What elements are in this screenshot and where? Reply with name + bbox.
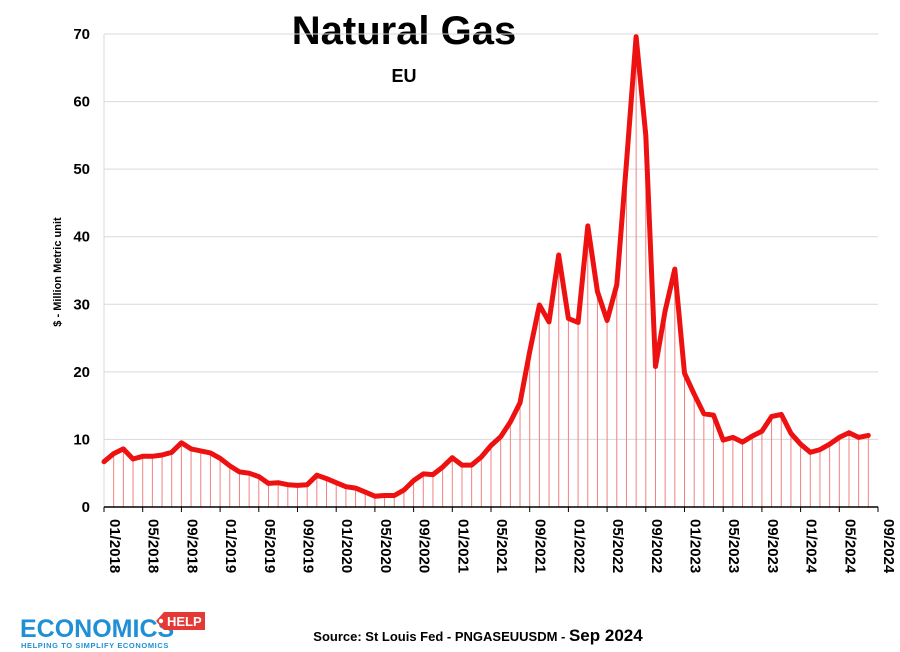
source-note: Source: St Louis Fed - PNGASEUUSDM - Sep… (313, 626, 643, 645)
x-tick-label: 01/2023 (687, 519, 704, 573)
drop-lines (103, 36, 869, 507)
y-tick-label: 20 (73, 364, 90, 381)
x-tick-label: 01/2020 (338, 519, 355, 573)
x-tick-label: 05/2021 (493, 519, 510, 573)
chart-title: Natural Gas (292, 9, 517, 53)
logo-badge-hole (158, 618, 164, 624)
y-tick-label: 60 (73, 94, 90, 111)
y-tick-label: 70 (73, 26, 90, 43)
logo-badge-text: HELP (167, 614, 202, 629)
economics-help-logo: ECONOMICS HELP HELPING TO SIMPLIFY ECONO… (20, 612, 205, 650)
y-tick-label: 10 (73, 431, 90, 448)
y-axis-label: $ - Million Metric unit (52, 217, 64, 327)
x-tick-label: 09/2023 (764, 519, 781, 573)
x-tick-label: 05/2023 (725, 519, 742, 573)
chart-subtitle: EU (391, 66, 416, 86)
x-tick-label: 09/2020 (416, 519, 433, 573)
x-tick-label: 09/2018 (183, 519, 200, 573)
y-tick-label: 30 (73, 296, 90, 313)
source-date: Sep 2024 (569, 626, 643, 645)
x-tick-label: 05/2020 (377, 519, 394, 573)
x-tick-label: 05/2019 (261, 519, 278, 573)
x-axis: 01/2018 05/2018 09/2018 01/2019 05/2019 09/20… (103, 506, 897, 574)
logo-tagline: HELPING TO SIMPLIFY ECONOMICS (21, 641, 169, 650)
logo-text: ECONOMICS (20, 615, 174, 643)
x-tick-label: 01/2021 (454, 519, 471, 573)
x-tick-label: 01/2022 (570, 519, 587, 573)
x-tick-label: 05/2024 (841, 519, 858, 574)
grid-lines (104, 33, 878, 440)
series-line (101, 34, 871, 499)
y-tick-label: 40 (73, 229, 90, 246)
x-tick-label: 09/2021 (532, 519, 549, 573)
logo-badge (156, 612, 205, 630)
x-tick-label: 09/2024 (880, 519, 897, 574)
x-tick-label: 05/2018 (145, 519, 162, 573)
x-tick-label: 09/2019 (300, 519, 317, 573)
x-tick-label: 01/2019 (222, 519, 239, 573)
source-text: Source: St Louis Fed - PNGASEUUSDM - (313, 629, 569, 644)
y-axis: 0 10 20 30 40 50 60 70 (73, 26, 105, 516)
x-tick-label: 05/2022 (609, 519, 626, 573)
y-tick-label: 0 (82, 499, 90, 516)
x-tick-label: 01/2018 (106, 519, 123, 573)
x-tick-label: 09/2022 (648, 519, 665, 573)
x-tick-label: 01/2024 (803, 519, 820, 574)
y-tick-label: 50 (73, 161, 90, 178)
